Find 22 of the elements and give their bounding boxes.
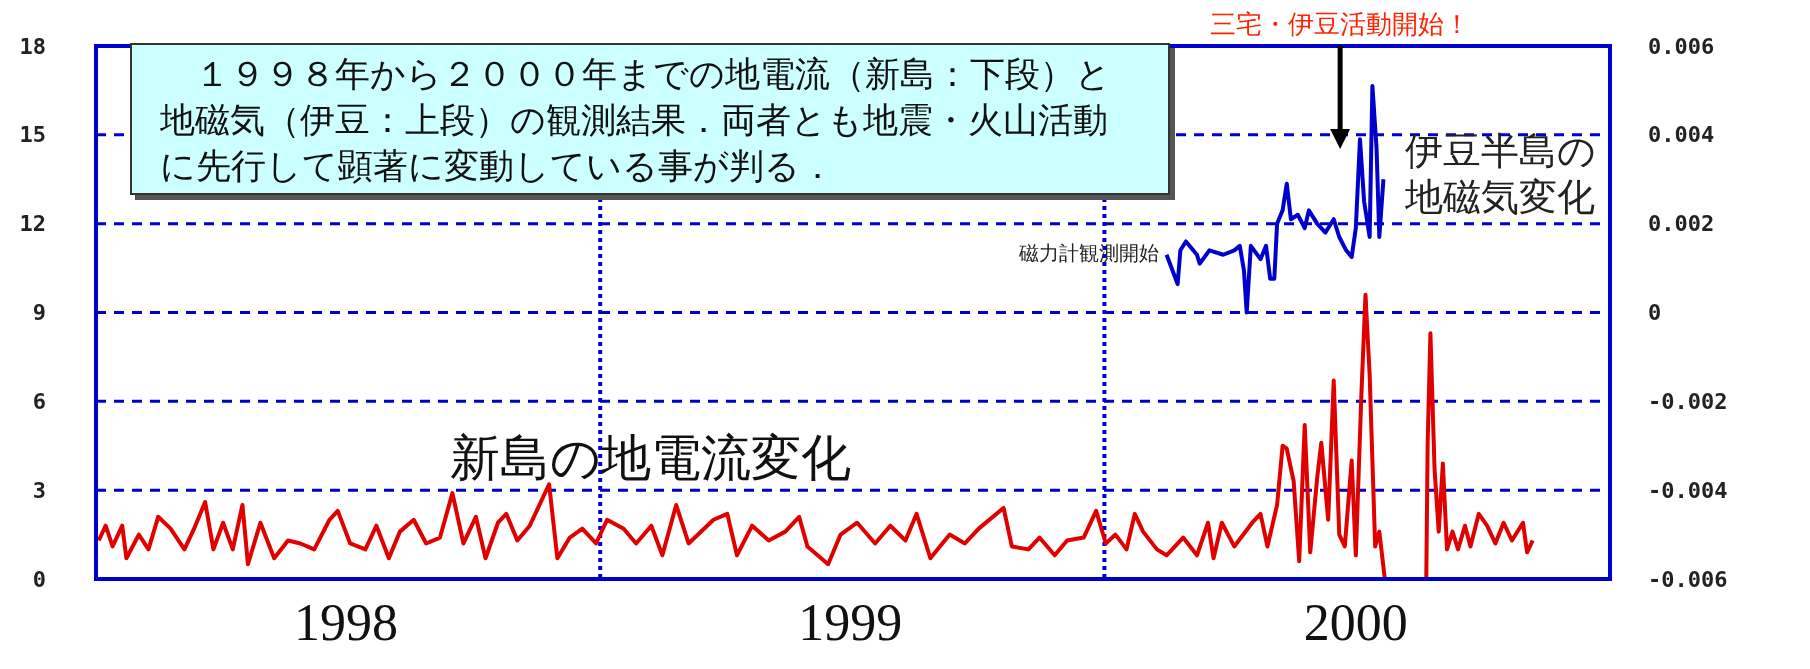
x-tick-label: 1998 bbox=[294, 594, 399, 651]
y2-tick-label: -0.002 bbox=[1648, 388, 1728, 414]
series-label: 新島の地電流変化 bbox=[450, 429, 851, 487]
y2-tick-label: 0 bbox=[1648, 300, 1662, 325]
y-tick-label: 0 bbox=[32, 566, 46, 592]
y2-tick-label: -0.004 bbox=[1648, 477, 1728, 503]
y-tick-label: 9 bbox=[32, 300, 46, 325]
text: 三宅・伊豆活動開始！ bbox=[1210, 9, 1471, 39]
x-tick-label: 2000 bbox=[1303, 594, 1408, 651]
y-tick-label: 6 bbox=[32, 388, 46, 414]
series-label: 伊豆半島の地磁気変化 bbox=[1405, 128, 1597, 220]
y-tick-label: 18 bbox=[19, 33, 46, 59]
y-tick-label: 15 bbox=[19, 122, 46, 148]
y2-tick-label: 0.002 bbox=[1648, 211, 1715, 237]
annotation: 磁力計観測開始 bbox=[1017, 241, 1159, 266]
x-tick-label: 1999 bbox=[798, 594, 903, 651]
y2-tick-label: -0.006 bbox=[1648, 566, 1728, 592]
y-tick-label: 12 bbox=[19, 211, 46, 237]
annotation: １９９８年から２０００年までの地電流（新島：下段）と地磁気（伊豆：上段）の観測結果．両者とも地震・火山活動に先行して顕著に変動している事が判る． bbox=[130, 43, 1170, 195]
y2-tick-label: 0.004 bbox=[1648, 122, 1715, 148]
y-tick-label: 3 bbox=[32, 477, 46, 503]
y2-tick-label: 0.006 bbox=[1648, 33, 1715, 59]
